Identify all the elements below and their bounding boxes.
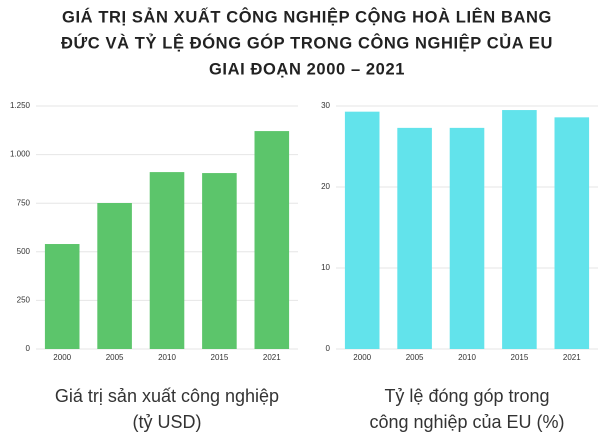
y-tick-label: 0 <box>26 344 31 353</box>
x-tick-label: 2010 <box>458 353 476 362</box>
y-tick-label: 250 <box>17 296 31 305</box>
x-axis-label: Tỷ lệ đóng góp trong <box>384 386 549 406</box>
x-axis-label: (tỷ USD) <box>133 412 202 432</box>
x-tick-label: 2000 <box>353 353 371 362</box>
bar <box>397 127 432 350</box>
title-line: GIAI ĐOẠN 2000 – 2021 <box>209 60 405 78</box>
y-tick-label: 10 <box>321 263 330 272</box>
bar <box>344 111 380 349</box>
bar <box>97 203 132 349</box>
x-tick-label: 2015 <box>211 353 229 362</box>
y-tick-label: 20 <box>321 182 330 191</box>
title-line: GIÁ TRỊ SẢN XUẤT CÔNG NGHIỆP CỘNG HOÀ LI… <box>62 7 552 26</box>
y-tick-label: 30 <box>321 101 330 110</box>
x-tick-label: 2000 <box>53 353 71 362</box>
bar <box>502 110 537 349</box>
y-tick-label: 1.250 <box>10 101 31 110</box>
bar <box>202 173 237 349</box>
bar <box>449 127 485 350</box>
x-tick-label: 2021 <box>263 353 281 362</box>
x-tick-label: 2005 <box>106 353 124 362</box>
x-tick-label: 2015 <box>511 353 529 362</box>
x-axis-label: Giá trị sản xuất công nghiệp <box>55 386 279 406</box>
bar <box>554 117 590 349</box>
bar <box>254 131 290 349</box>
bar <box>149 172 185 349</box>
y-tick-label: 750 <box>17 198 31 207</box>
y-tick-label: 500 <box>17 247 31 256</box>
y-tick-label: 1.000 <box>10 150 31 159</box>
title-line: ĐỨC VÀ TỶ LỆ ĐÓNG GÓP TRONG CÔNG NGHIỆP … <box>61 33 553 52</box>
bar <box>44 244 80 349</box>
y-tick-label: 0 <box>326 344 331 353</box>
x-tick-label: 2005 <box>406 353 424 362</box>
x-axis-label: công nghiệp của EU (%) <box>369 412 564 432</box>
x-tick-label: 2010 <box>158 353 176 362</box>
x-tick-label: 2021 <box>563 353 581 362</box>
